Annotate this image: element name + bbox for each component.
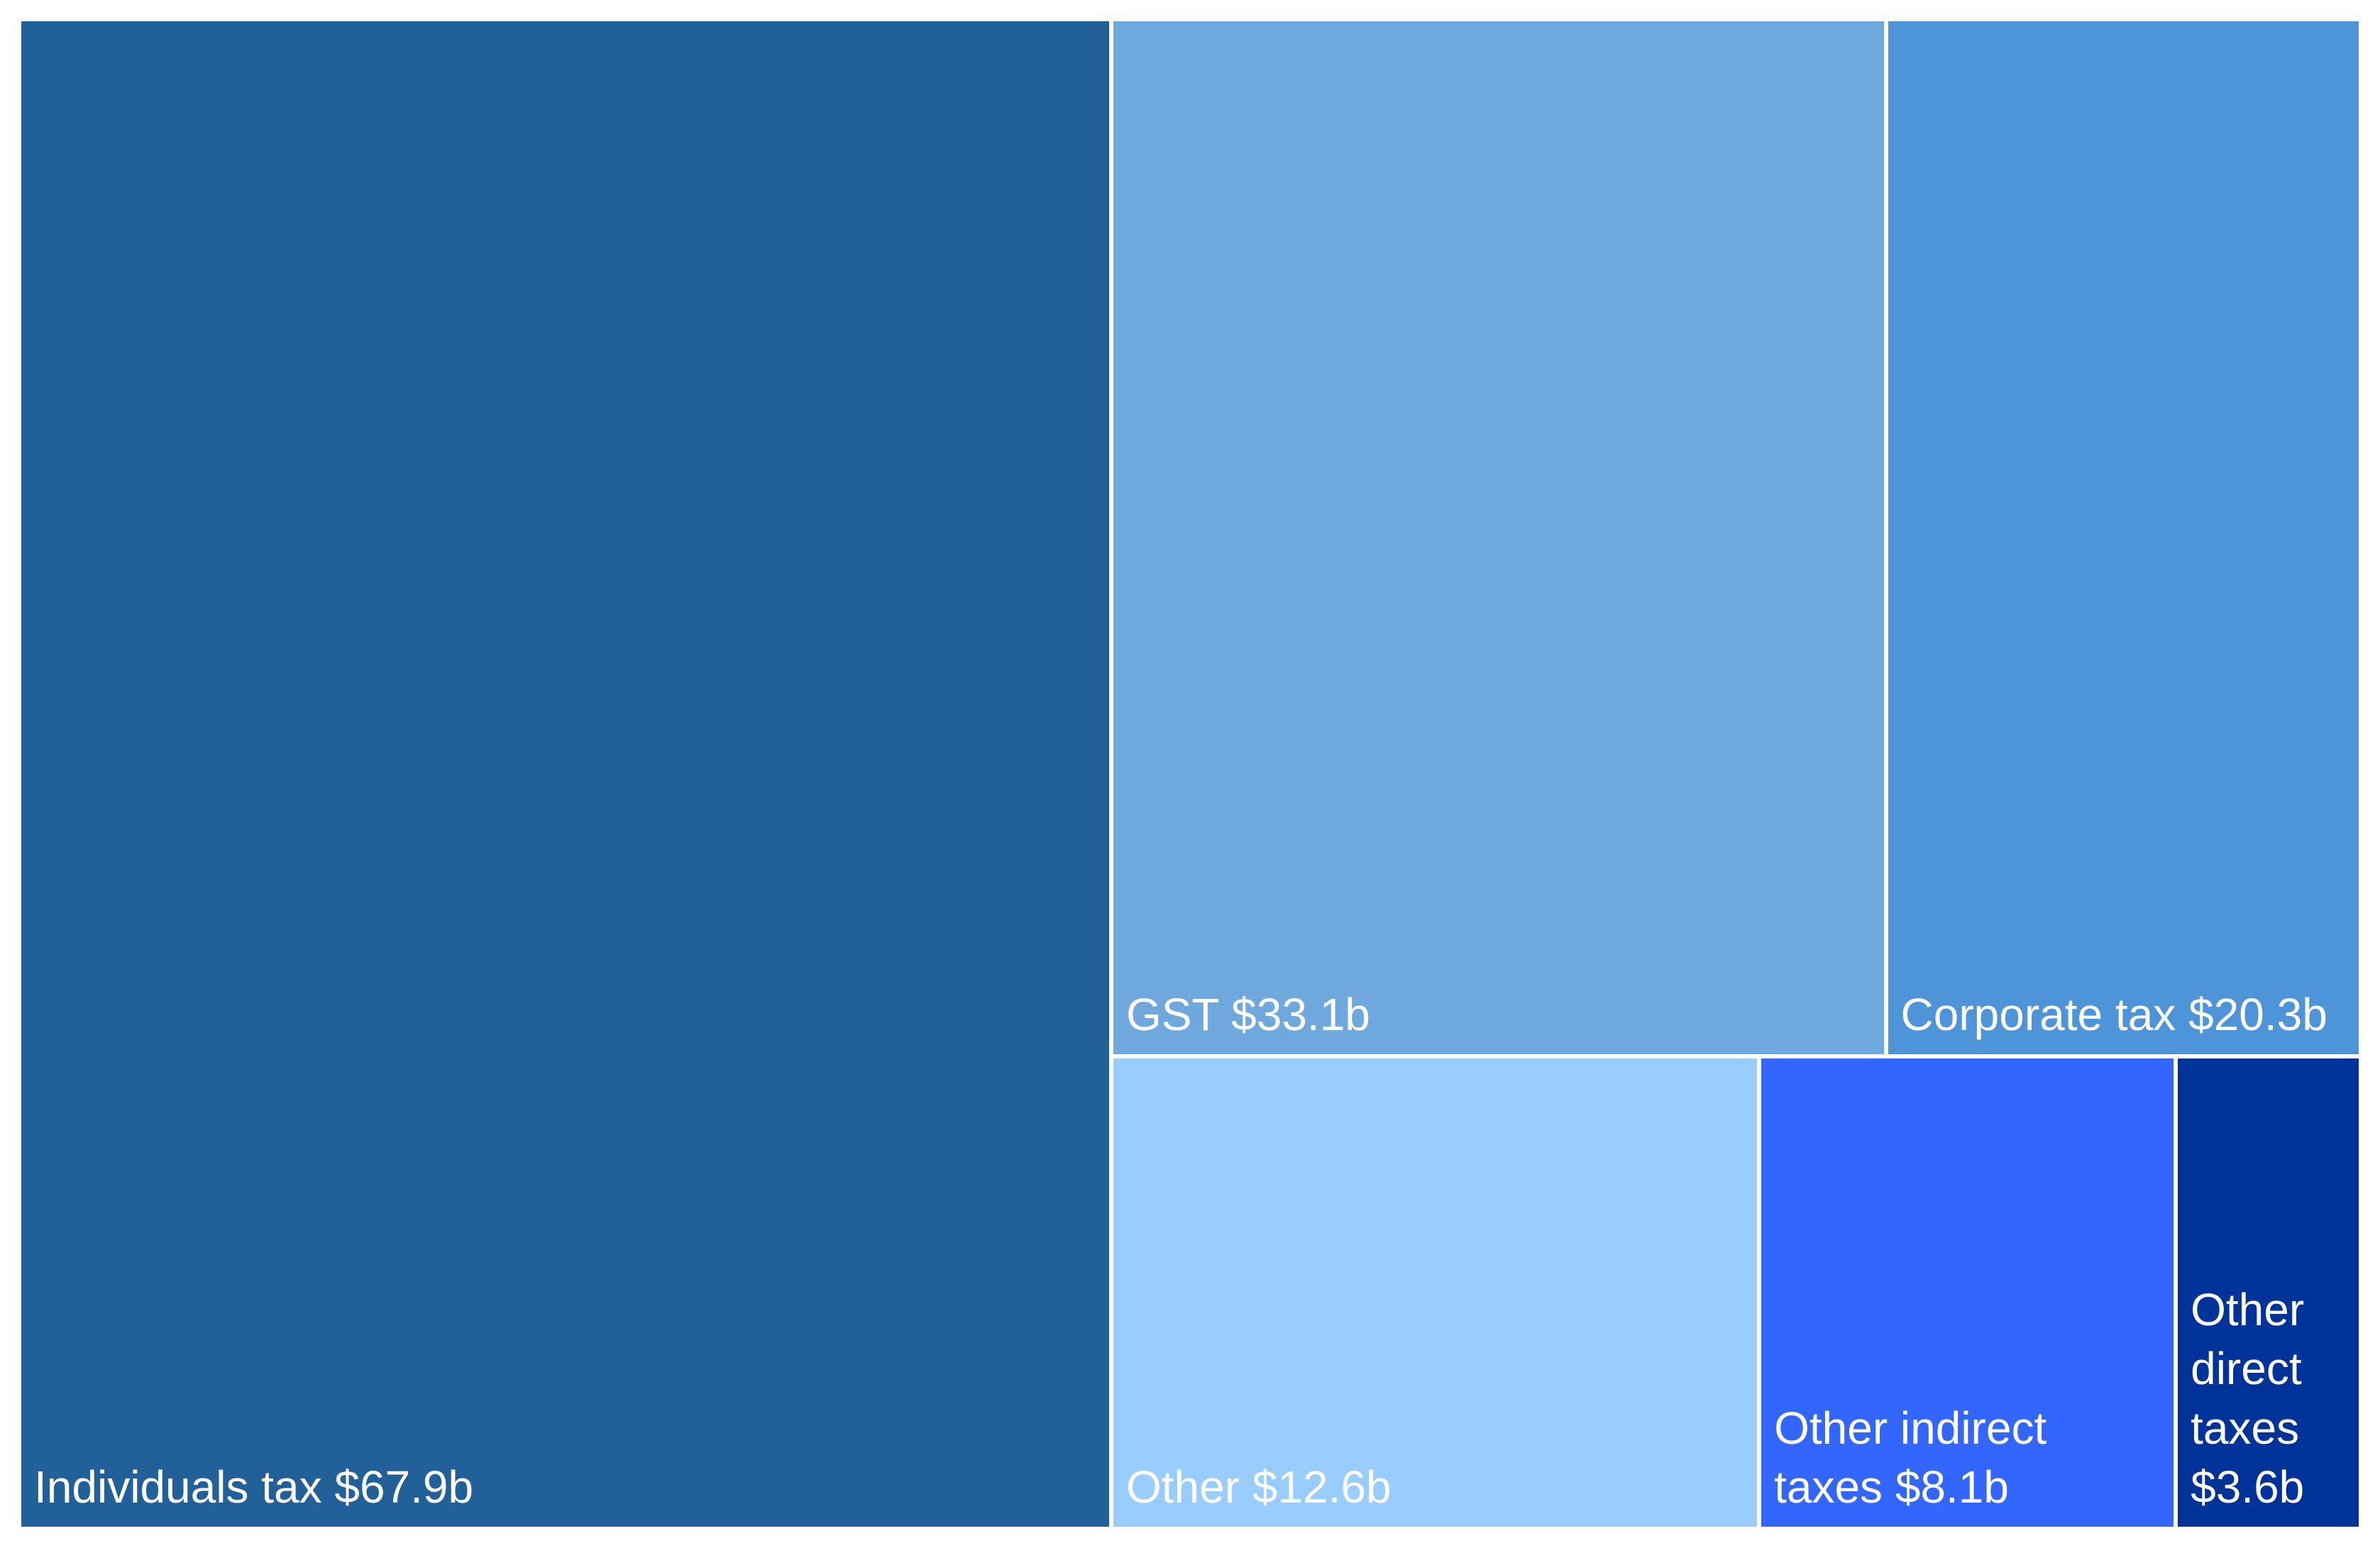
- category-name: Other indirect taxes: [1774, 1402, 2047, 1513]
- cell-label: Other indirect taxes $8.1b: [1761, 1399, 2174, 1527]
- value-label: $67.9b: [334, 1461, 474, 1513]
- treemap-cell: GST $33.1b: [1111, 19, 1886, 1057]
- category-name: Individuals tax: [34, 1461, 322, 1513]
- treemap-cell: Corporate tax $20.3b: [1885, 19, 2361, 1057]
- category-name: Other: [1125, 1461, 1240, 1513]
- cell-label: Individuals tax $67.9b: [21, 1458, 483, 1527]
- value-label: $3.6b: [2191, 1461, 2305, 1513]
- value-label: $12.6b: [1252, 1461, 1392, 1513]
- cell-label: Other direct taxes $3.6b: [2178, 1281, 2359, 1527]
- value-label: $20.3b: [2188, 989, 2327, 1041]
- value-label: $8.1b: [1895, 1461, 2009, 1513]
- treemap-cell: Individuals tax $67.9b: [19, 19, 1111, 1529]
- cell-label: Other $12.6b: [1113, 1458, 1401, 1527]
- category-name: Corporate tax: [1900, 989, 2176, 1041]
- value-label: $33.1b: [1231, 989, 1370, 1041]
- cell-label: Corporate tax $20.3b: [1888, 985, 2337, 1054]
- treemap-cell: Other indirect taxes $8.1b: [1759, 1056, 2176, 1529]
- category-name: Other direct taxes: [2191, 1284, 2305, 1454]
- cell-label: GST $33.1b: [1113, 985, 1380, 1054]
- category-name: GST: [1125, 989, 1219, 1041]
- treemap-cell: Other direct taxes $3.6b: [2176, 1056, 2361, 1529]
- treemap-cell: Other $12.6b: [1111, 1056, 1760, 1529]
